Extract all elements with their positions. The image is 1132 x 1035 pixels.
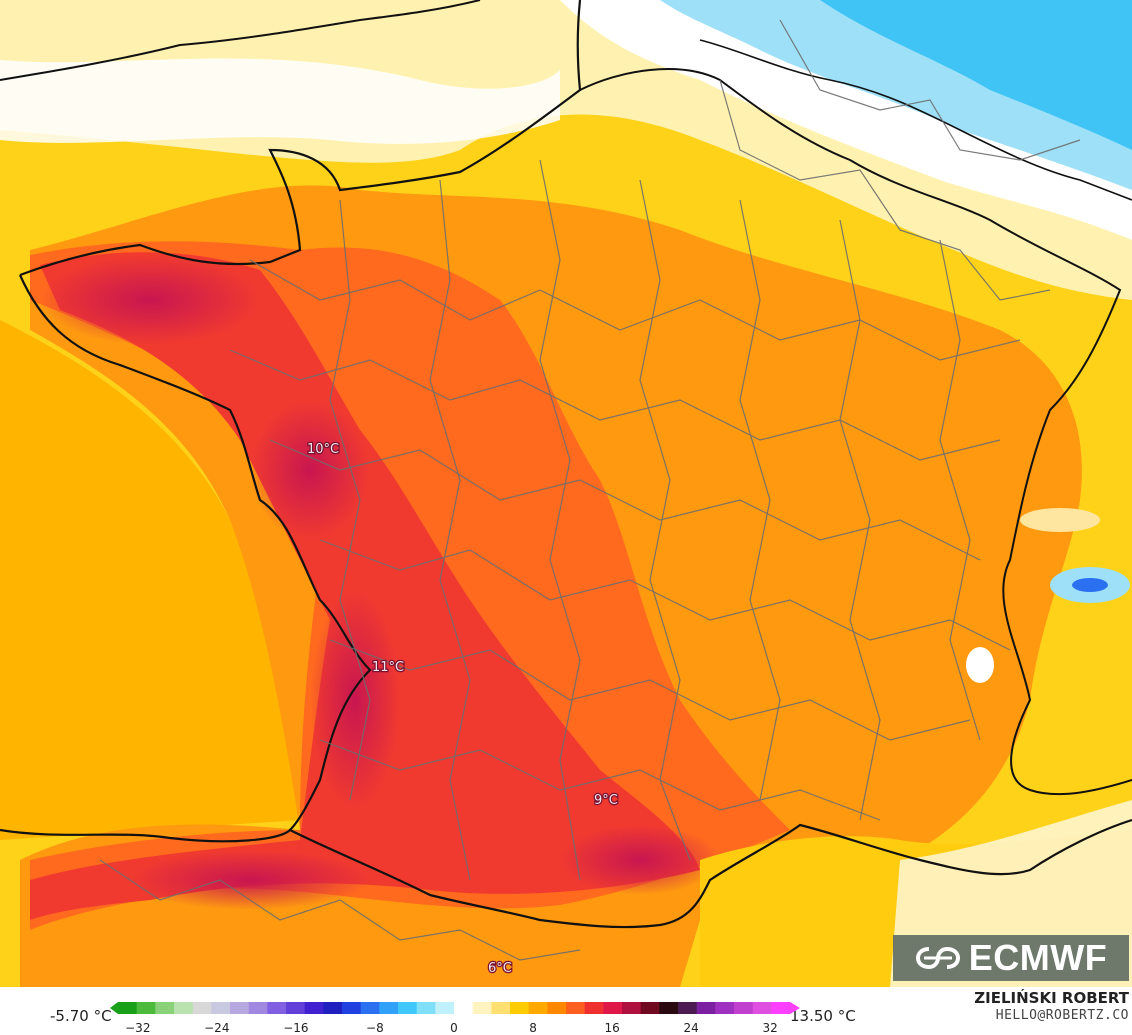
min-value: -5.70 °C xyxy=(50,1007,112,1025)
color-scale: −32 −24 −16 −8 0 8 16 24 32 xyxy=(110,1002,800,1035)
ecmwf-logo-icon xyxy=(915,946,960,970)
color-scale-swatch xyxy=(304,1002,324,1014)
color-scale-swatch xyxy=(752,1002,772,1014)
color-scale-swatch xyxy=(323,1002,343,1014)
color-scale-tick-label: −24 xyxy=(204,1021,229,1035)
very-hot-region-land xyxy=(30,252,700,920)
color-scale-swatch xyxy=(435,1002,455,1014)
deep-freezing-region xyxy=(820,0,1132,150)
color-scale-swatch xyxy=(248,1002,268,1014)
color-scale-swatch xyxy=(360,1002,380,1014)
channel-light-band xyxy=(0,58,560,144)
max-value: 13.50 °C xyxy=(790,1007,856,1025)
color-scale-swatch xyxy=(342,1002,362,1014)
color-scale-swatch xyxy=(678,1002,698,1014)
color-scale-swatch xyxy=(659,1002,679,1014)
temperature-label-6: 6°C xyxy=(488,961,512,976)
color-scale-swatch xyxy=(174,1002,194,1014)
color-scale-min-arrow xyxy=(110,1002,118,1014)
ecmwf-logo-text: ECMWF xyxy=(968,937,1108,978)
temperature-map: 10°C 11°C 9°C 6°C xyxy=(0,0,1132,987)
color-scale-ticks: −32 −24 −16 −8 0 8 16 24 32 xyxy=(125,1021,778,1035)
ecmwf-logo: ECMWF xyxy=(893,935,1129,981)
color-scale-swatch xyxy=(454,1002,474,1014)
color-scale-swatches xyxy=(110,1002,800,1014)
color-scale-tick-label: 8 xyxy=(529,1021,537,1035)
color-scale-swatch xyxy=(155,1002,175,1014)
color-scale-swatch xyxy=(771,1002,791,1014)
color-scale-swatch xyxy=(696,1002,716,1014)
color-scale-swatch xyxy=(398,1002,418,1014)
color-scale-swatch xyxy=(379,1002,399,1014)
color-scale-swatch xyxy=(715,1002,735,1014)
border-east xyxy=(579,68,1132,796)
color-scale-swatch xyxy=(547,1002,567,1014)
author-contact: HELLO@ROBERTZ.CO xyxy=(995,1008,1129,1023)
color-scale-swatch xyxy=(230,1002,250,1014)
color-scale-swatch xyxy=(192,1002,212,1014)
color-scale-swatch xyxy=(118,1002,138,1014)
color-scale-swatch xyxy=(584,1002,604,1014)
coastline xyxy=(19,0,582,277)
color-scale-tick-label: 32 xyxy=(763,1021,778,1035)
color-scale-swatch xyxy=(286,1002,306,1014)
border-north-belgium xyxy=(699,39,1132,201)
color-scale-tick-label: 16 xyxy=(604,1021,619,1035)
color-scale-swatch xyxy=(211,1002,231,1014)
color-scale-tick-label: −8 xyxy=(366,1021,384,1035)
color-scale-swatch xyxy=(136,1002,156,1014)
temperature-label-10: 10°C xyxy=(307,442,339,457)
atlantic-region xyxy=(0,320,300,840)
color-scale-swatch xyxy=(528,1002,548,1014)
temperature-label-9: 9°C xyxy=(594,793,618,808)
color-scale-swatch xyxy=(472,1002,492,1014)
color-scale-swatch xyxy=(267,1002,287,1014)
color-scale-swatch xyxy=(640,1002,660,1014)
temperature-label-11: 11°C xyxy=(372,660,404,675)
department-borders xyxy=(99,19,1081,961)
color-scale-swatch xyxy=(566,1002,586,1014)
color-scale-swatch xyxy=(491,1002,511,1014)
color-scale-tick-label: 0 xyxy=(450,1021,458,1035)
color-scale-swatch xyxy=(734,1002,754,1014)
color-scale-max-arrow xyxy=(790,1002,800,1014)
color-scale-tick-label: 24 xyxy=(684,1021,699,1035)
color-scale-swatch xyxy=(622,1002,642,1014)
color-scale-tick-label: −16 xyxy=(283,1021,308,1035)
color-scale-swatch xyxy=(510,1002,530,1014)
coastline-pyrenees xyxy=(0,818,1132,929)
color-scale-tick-label: −32 xyxy=(125,1021,150,1035)
coastline-west xyxy=(18,274,372,831)
uk-coastline xyxy=(0,0,481,81)
color-scale-swatch xyxy=(603,1002,623,1014)
color-scale-swatch xyxy=(416,1002,436,1014)
author-name: ZIELIŃSKI ROBERT xyxy=(974,989,1129,1007)
